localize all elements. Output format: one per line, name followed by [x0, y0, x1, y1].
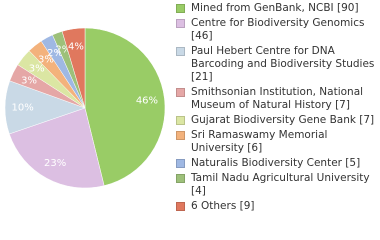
- legend-item: Mined from GenBank, NCBI [90]: [176, 2, 376, 15]
- slice-label: 10%: [11, 102, 33, 113]
- legend-label: Mined from GenBank, NCBI [90]: [191, 2, 359, 14]
- legend-label: Paul Hebert Centre for DNA Barcoding and…: [191, 45, 375, 83]
- legend-item: Tamil Nadu Agricultural University [4]: [176, 172, 376, 198]
- legend-swatch: [176, 202, 185, 211]
- legend-item: Centre for Biodiversity Genomics [46]: [176, 17, 376, 43]
- legend-swatch: [176, 116, 185, 125]
- legend-label: Sri Ramaswamy Memorial University [6]: [191, 129, 328, 154]
- legend-item: Paul Hebert Centre for DNA Barcoding and…: [176, 45, 376, 84]
- legend-swatch: [176, 174, 185, 183]
- legend-label: Tamil Nadu Agricultural University [4]: [191, 172, 370, 197]
- legend-item: Sri Ramaswamy Memorial University [6]: [176, 129, 376, 155]
- pie-slice: [9, 107, 105, 189]
- legend-swatch: [176, 19, 185, 28]
- slice-label: 3%: [21, 75, 37, 86]
- slice-label: 3%: [38, 54, 54, 65]
- legend-label: Smithsonian Institution, National Museum…: [191, 86, 364, 111]
- legend-swatch: [176, 88, 185, 97]
- legend-label: Centre for Biodiversity Genomics [46]: [191, 17, 365, 42]
- pie: 46%23%10%3%3%3%2%2%4%: [4, 27, 166, 189]
- slice-label: 2%: [47, 48, 63, 59]
- slice-label: 23%: [44, 158, 66, 169]
- slice-label: 46%: [136, 95, 158, 106]
- legend-label: Gujarat Biodiversity Gene Bank [7]: [191, 114, 375, 126]
- legend-item: Gujarat Biodiversity Gene Bank [7]: [176, 114, 376, 127]
- legend-swatch: [176, 159, 185, 168]
- legend-label: 6 Others [9]: [191, 200, 255, 212]
- pie-slice: [84, 27, 166, 186]
- legend: Mined from GenBank, NCBI [90] Centre for …: [176, 2, 376, 215]
- legend-label: Naturalis Biodiversity Center [5]: [191, 157, 361, 169]
- slice-label: 2%: [55, 44, 71, 55]
- slice-label: 4%: [68, 41, 84, 52]
- legend-item: Smithsonian Institution, National Museum…: [176, 86, 376, 112]
- legend-item: 6 Others [9]: [176, 200, 376, 213]
- slice-label: 3%: [29, 64, 45, 75]
- pie-slice: [61, 27, 86, 109]
- legend-swatch: [176, 47, 185, 56]
- legend-swatch: [176, 131, 185, 140]
- legend-item: Naturalis Biodiversity Center [5]: [176, 157, 376, 170]
- legend-swatch: [176, 4, 185, 13]
